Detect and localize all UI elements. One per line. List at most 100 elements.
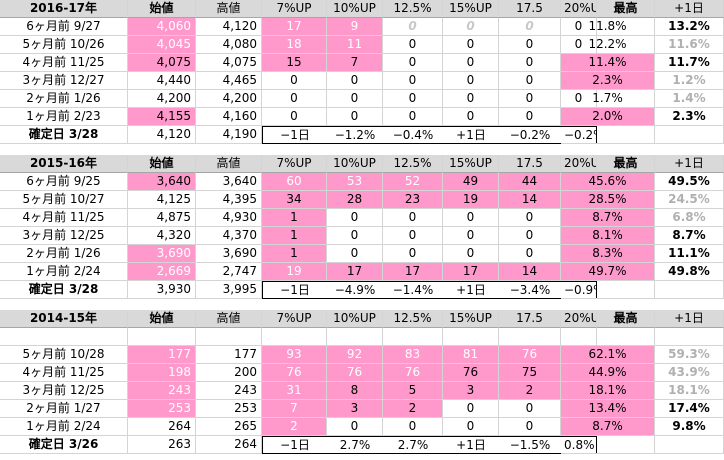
max-cell: 2.3% [561,72,655,90]
data-cell: 1 [262,245,327,263]
data-cell: 0 [443,90,499,108]
data-cell: 0 [443,227,499,245]
column-header: 高値 [196,0,262,18]
empty-cell [655,436,724,454]
kakutei-diff: −1.5% [499,436,561,454]
data-cell: 49 [443,173,499,191]
data-cell: 7 [327,54,383,72]
kakutei-diff: −1日 [262,436,327,454]
kakutei-diff: +1日 [443,281,499,299]
data-cell: 0 [327,90,383,108]
data-cell: 76 [443,364,499,382]
data-cell: 4,120 [196,18,262,36]
kakutei-open: 4,120 [128,126,196,144]
data-cell [499,328,561,346]
data-cell: 34 [262,191,327,209]
max-cell: 8.7% [561,209,655,227]
data-cell [262,328,327,346]
data-cell: 0 [383,90,443,108]
row-label: 3ヶ月前 12/27 [0,72,128,90]
row-label: 2ヶ月前 1/26 [0,90,128,108]
kakutei-diff: −1日 [262,281,327,299]
data-cell: 76 [383,364,443,382]
row-label: 1ヶ月前 2/23 [0,108,128,126]
max-cell: 11.8% [561,18,655,36]
max-cell: 1.7% [561,90,655,108]
column-header: 始値 [128,310,196,328]
row-label: 2ヶ月前 1/26 [0,245,128,263]
kakutei-label: 確定日 3/28 [0,281,128,299]
data-cell: 243 [196,382,262,400]
row-label: 6ヶ月前 9/25 [0,173,128,191]
data-cell: 0 [499,245,561,263]
data-cell: 2 [383,400,443,418]
column-header: 7%UP [262,155,327,173]
column-header: 始値 [128,155,196,173]
kakutei-diff: −1.2% [327,126,383,144]
data-cell: 28 [327,191,383,209]
data-cell: 0 [262,108,327,126]
section-title: 2015-16年 [0,155,128,173]
plus1-cell: 18.1% [655,382,724,400]
row-label: 5ヶ月前 10/28 [0,346,128,364]
data-cell: 0 [262,90,327,108]
data-cell: 0 [443,72,499,90]
data-cell: 19 [443,191,499,209]
data-cell: 0 [499,209,561,227]
data-cell: 2,747 [196,263,262,281]
row-label: 4ヶ月前 11/25 [0,54,128,72]
data-cell: 17 [383,263,443,281]
column-header: 最高 [597,310,655,328]
data-cell: 3,640 [128,173,196,191]
column-header: 12.5% [383,155,443,173]
column-header: 10%UP [327,310,383,328]
row-label: 3ヶ月前 12/25 [0,227,128,245]
column-header: 最高 [597,155,655,173]
plus1-cell [655,328,724,346]
plus1-cell: 6.8% [655,209,724,227]
data-cell: 253 [196,400,262,418]
column-header: 15%UP [443,310,499,328]
data-cell: 2,669 [128,263,196,281]
max-cell: 44.9% [561,364,655,382]
column-header: 17.5 [499,155,561,173]
data-cell: 8 [327,382,383,400]
data-cell: 5 [383,382,443,400]
data-cell: 1 [262,227,327,245]
row-label: 5ヶ月前 10/26 [0,36,128,54]
data-cell [443,328,499,346]
data-cell: 52 [383,173,443,191]
data-cell: 0 [443,245,499,263]
max-cell: 2.0% [561,108,655,126]
plus1-cell: 13.2% [655,18,724,36]
data-cell: 0 [327,108,383,126]
plus1-cell: 49.5% [655,173,724,191]
data-cell: 0 [443,108,499,126]
section-title: 2014-15年 [0,310,128,328]
data-cell [383,328,443,346]
column-header: +1日 [655,155,724,173]
data-cell: 4,080 [196,36,262,54]
data-cell: 76 [499,346,561,364]
plus1-cell: 11.7% [655,54,724,72]
data-cell: 11 [327,36,383,54]
max-cell: 8.7% [561,418,655,436]
column-header: 17.5 [499,0,561,18]
plus1-cell: 59.3% [655,346,724,364]
data-cell: 3 [327,400,383,418]
empty-cell [655,281,724,299]
column-header: 20%UP [561,310,597,328]
column-header: 最高 [597,0,655,18]
data-cell [327,328,383,346]
data-cell: 0 [383,227,443,245]
max-cell: 13.4% [561,400,655,418]
data-cell: 83 [383,346,443,364]
column-header: 12.5% [383,310,443,328]
data-cell: 0 [499,108,561,126]
plus1-cell: 43.9% [655,364,724,382]
kakutei-diff: +1日 [443,126,499,144]
max-cell: 62.1% [561,346,655,364]
data-cell: 0 [499,54,561,72]
data-cell: 81 [443,346,499,364]
